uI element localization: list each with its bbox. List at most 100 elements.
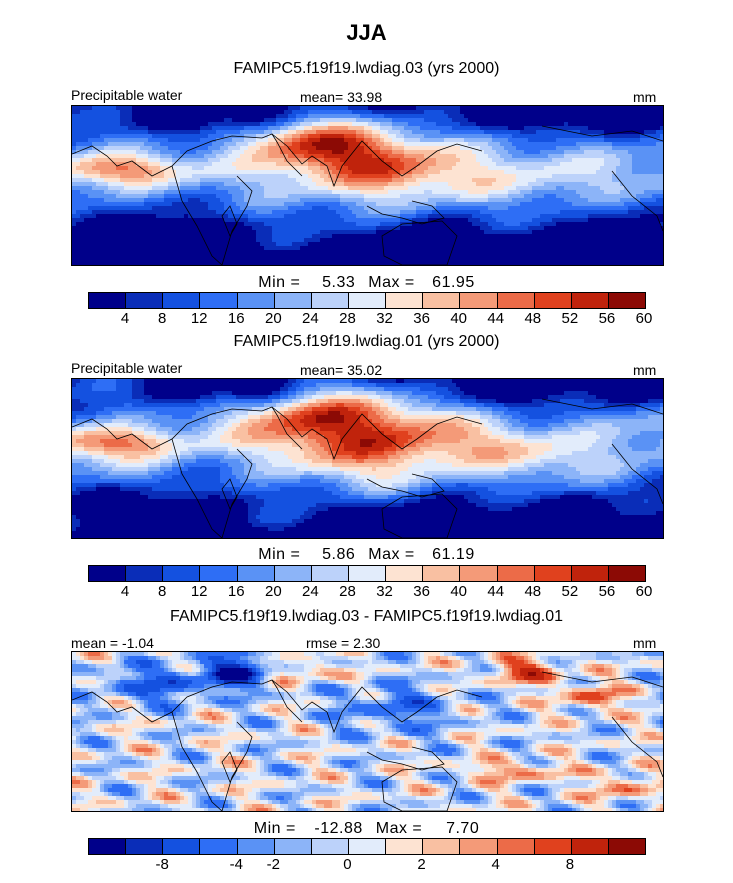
panel-1-field-cell [116,186,121,191]
panel-1-field-cell [72,154,77,159]
panel-1-field-cell [532,146,537,151]
panel-1-field-cell [296,194,301,199]
panel-1-field-cell [304,150,309,155]
panel-1-field-cell [412,214,417,219]
panel-1-field-cell [372,150,377,155]
panel-1-field-cell [476,230,481,235]
panel-1-field-cell [376,194,381,199]
panel-1-field-cell [456,122,461,127]
panel-1-field-cell [544,226,549,231]
panel-1-field-cell [228,170,233,175]
panel-1-field-cell [104,226,109,231]
panel-1-field-cell [572,138,577,143]
panel-1-field-cell [292,134,297,139]
panel-1-field-cell [364,150,369,155]
panel-1-field-cell [116,230,121,235]
panel-1-field-cell [220,178,225,183]
panel-1-field-cell [248,130,253,135]
panel-1-field-cell [220,110,225,115]
panel-1-field-cell [564,138,569,143]
panel-1-field-cell [628,130,633,135]
panel-1-field-cell [552,162,557,167]
panel-1-field-cell [292,186,297,191]
panel-1-field-cell [124,190,129,195]
panel-1-field-cell [184,126,189,131]
panel-1-field-cell [256,110,261,115]
panel-1-field-cell [660,202,663,207]
panel-1-field-cell [460,182,465,187]
panel-1-field-cell [608,134,613,139]
panel-1-field-cell [588,222,593,227]
panel-1-field-cell [456,198,461,203]
panel-1-field-cell [476,210,481,215]
panel-1-field-cell [232,222,237,227]
panel-1-field-cell [296,142,301,147]
panel-1-field-cell [296,106,301,111]
panel-1-field-cell [648,146,653,151]
panel-1-field-cell [644,114,649,119]
panel-1-field-cell [192,154,197,159]
panel-1-field-cell [408,198,413,203]
panel-1-field-cell [660,222,663,227]
panel-1-field-cell [136,170,141,175]
panel-1-field-cell [368,134,373,139]
panel-1-field-cell [440,202,445,207]
panel-1-field-cell [348,202,353,207]
panel-1-field-cell [356,186,361,191]
panel-1-field-cell [524,150,529,155]
panel-1-field-cell [620,210,625,215]
panel-1-field-cell [256,214,261,219]
panel-1-field-cell [652,178,657,183]
panel-1-field-cell [216,190,221,195]
panel-1-field-cell [512,206,517,211]
panel-1-field-cell [448,170,453,175]
panel-1-field-cell [304,118,309,123]
panel-1-field-cell [172,174,177,179]
panel-1-field-cell [316,218,321,223]
panel-1-field-cell [556,142,561,147]
panel-1-field-cell [496,230,501,235]
panel-1-field-cell [436,130,441,135]
panel-1-field-cell [144,130,149,135]
panel-1-field-cell [80,154,85,159]
panel-1-field-cell [512,194,517,199]
panel-1-field-cell [448,130,453,135]
panel-1-field-cell [528,134,533,139]
panel-1-field-cell [284,130,289,135]
panel-1-field-cell [452,110,457,115]
panel-1-field-cell [356,146,361,151]
panel-1-field-cell [232,218,237,223]
panel-1-field-cell [408,110,413,115]
panel-1-field-cell [100,234,105,239]
panel-1-field-cell [256,190,261,195]
panel-1-field-cell [620,110,625,115]
panel-1-field-cell [72,150,77,155]
panel-1-field-cell [516,122,521,127]
panel-1-field-cell [72,182,77,187]
panel-1-field-cell [456,138,461,143]
panel-1-field-cell [352,198,357,203]
panel-1-field-cell [416,166,421,171]
panel-1-field-cell [472,142,477,147]
panel-1-field-cell [620,190,625,195]
panel-1-field-cell [492,134,497,139]
panel-1-field-cell [112,134,117,139]
panel-1-field-cell [84,162,89,167]
panel-1-field-cell [536,202,541,207]
panel-1-field-cell [388,210,393,215]
panel-1-field-cell [116,162,121,167]
panel-1-field-cell [76,194,81,199]
panel-1-field-cell [564,198,569,203]
panel-1-field-cell [500,186,505,191]
panel-1-field-cell [76,114,81,119]
panel-1-field-cell [188,130,193,135]
panel-1-field-cell [372,182,377,187]
panel-1-field-cell [188,158,193,163]
panel-1-field-cell [300,222,305,227]
panel-1-field-cell [76,150,81,155]
panel-1-field-cell [420,146,425,151]
panel-1-field-cell [172,158,177,163]
panel-1-field-cell [416,238,421,243]
panel-1-field-cell [152,146,157,151]
panel-1-field-cell [144,138,149,143]
